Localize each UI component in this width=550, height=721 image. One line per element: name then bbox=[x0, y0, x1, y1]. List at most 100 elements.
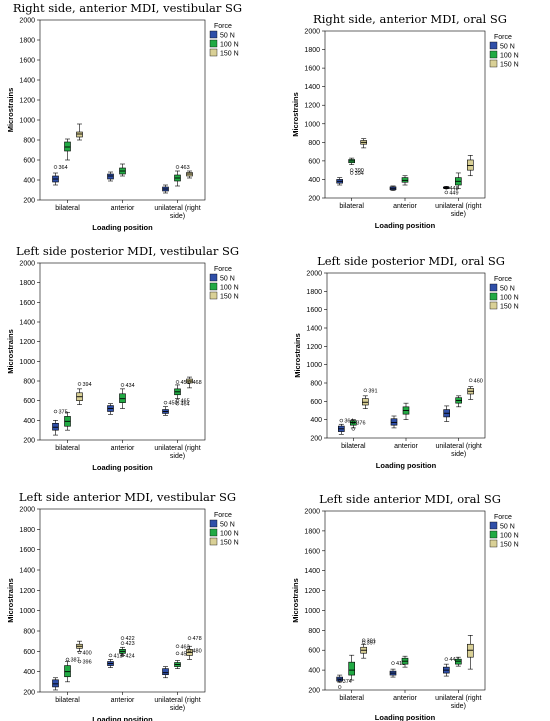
x-axis-label: Loading position bbox=[92, 715, 153, 721]
outlier-point bbox=[175, 165, 180, 169]
y-tick-label: 400 bbox=[308, 177, 320, 184]
outlier-label: 424 bbox=[126, 653, 135, 659]
legend-title: Force bbox=[494, 276, 512, 283]
outlier-label: 376 bbox=[356, 420, 365, 426]
box-150n bbox=[467, 159, 474, 171]
legend-label: 150 N bbox=[220, 51, 239, 58]
outlier-label: 413 bbox=[396, 661, 405, 667]
y-tick-label: 1800 bbox=[306, 289, 322, 296]
outlier-label: 375 bbox=[59, 409, 68, 415]
outlier-point bbox=[53, 165, 58, 169]
legend-swatch bbox=[209, 282, 218, 291]
y-tick-label: 1400 bbox=[19, 568, 35, 575]
y-tick-label: 800 bbox=[308, 628, 320, 635]
y-tick-label: 200 bbox=[23, 438, 35, 445]
x-axis-label: Loading position bbox=[92, 223, 153, 232]
y-tick-label: 1000 bbox=[19, 359, 35, 366]
outlier-point bbox=[337, 679, 342, 683]
chart-panel-5: Left side anterior MDI, vestibular SG 200… bbox=[6, 490, 239, 721]
y-axis-label: Microstrains bbox=[6, 88, 15, 133]
y-tick-label: 1800 bbox=[19, 527, 35, 534]
y-tick-label: 1200 bbox=[19, 588, 35, 595]
y-tick-label: 1000 bbox=[19, 118, 35, 125]
box-100n bbox=[350, 420, 357, 426]
y-tick-label: 400 bbox=[23, 178, 35, 185]
x-tick-label: anterior bbox=[111, 205, 135, 212]
y-tick-label: 1400 bbox=[19, 320, 35, 327]
outlier-label: 397 bbox=[367, 640, 376, 646]
y-tick-label: 600 bbox=[310, 399, 322, 406]
outlier-point bbox=[187, 648, 192, 653]
x-tick-label: bilateral bbox=[55, 445, 80, 452]
outlier-point bbox=[108, 653, 113, 658]
box-150n bbox=[76, 131, 83, 138]
y-tick-label: 2000 bbox=[19, 507, 35, 514]
outlier-label: 451 bbox=[181, 380, 190, 386]
outlier-label: 448 bbox=[449, 186, 458, 192]
outlier-label: 463 bbox=[181, 165, 190, 171]
outlier-point bbox=[53, 409, 58, 414]
chart-title: Left side anterior MDI, vestibular SG bbox=[19, 490, 236, 504]
outlier-point bbox=[361, 640, 366, 645]
y-tick-label: 200 bbox=[308, 688, 320, 695]
outlier-point bbox=[444, 657, 449, 661]
outlier-label: 364 bbox=[344, 419, 353, 425]
y-tick-label: 1800 bbox=[19, 280, 35, 287]
x-tick-label: bilateral bbox=[55, 205, 80, 212]
legend-label: 100 N bbox=[500, 295, 519, 302]
box-50n bbox=[107, 173, 114, 180]
outlier-point bbox=[77, 659, 82, 664]
legend-label: 100 N bbox=[220, 531, 239, 538]
box-100n bbox=[64, 141, 71, 152]
outlier-label: 450 bbox=[169, 401, 178, 407]
y-tick-label: 2000 bbox=[19, 261, 35, 268]
y-tick-label: 600 bbox=[23, 398, 35, 405]
y-tick-label: 1400 bbox=[304, 568, 320, 575]
legend-swatch bbox=[489, 521, 498, 530]
outlier-label: 447 bbox=[449, 657, 458, 663]
y-tick-label: 1800 bbox=[304, 47, 320, 54]
outlier-label: 449 bbox=[449, 190, 458, 196]
outlier-label: 468 bbox=[193, 380, 202, 386]
legend-label: 150 N bbox=[220, 540, 239, 547]
outlier-label: 423 bbox=[126, 641, 135, 647]
outlier-label: 463 bbox=[181, 644, 190, 650]
chart-panel-3: Left side posterior MDI, vestibular SG 20… bbox=[6, 244, 239, 472]
outlier-point bbox=[175, 651, 180, 656]
y-tick-label: 1200 bbox=[304, 588, 320, 595]
legend-label: 150 N bbox=[500, 542, 519, 549]
legend-label: 100 N bbox=[500, 533, 519, 540]
outlier-label: 465 bbox=[181, 399, 190, 405]
outlier-point bbox=[351, 420, 356, 425]
outlier-label: 391 bbox=[368, 388, 377, 394]
legend-label: 100 N bbox=[220, 42, 239, 49]
chart-title: Right side, anterior MDI, oral SG bbox=[313, 12, 507, 26]
y-tick-label: 200 bbox=[23, 690, 35, 697]
legend-swatch bbox=[209, 273, 218, 282]
y-tick-label: 1000 bbox=[304, 121, 320, 128]
y-tick-label: 400 bbox=[23, 669, 35, 676]
legend-swatch bbox=[209, 528, 218, 537]
chart-title: Left side posterior MDI, oral SG bbox=[317, 254, 505, 268]
y-tick-label: 1600 bbox=[304, 66, 320, 73]
outlier-label: 396 bbox=[83, 660, 92, 666]
legend-label: 100 N bbox=[220, 285, 239, 292]
y-tick-label: 400 bbox=[310, 417, 322, 424]
outlier-point bbox=[175, 401, 180, 406]
legend-label: 50 N bbox=[220, 33, 235, 40]
y-tick-label: 1200 bbox=[304, 103, 320, 110]
legend-swatch bbox=[209, 291, 218, 300]
x-axis-label: Loading position bbox=[375, 713, 436, 721]
y-axis-label: Microstrains bbox=[291, 578, 300, 623]
legend-label: 150 N bbox=[500, 304, 519, 311]
x-axis-label: Loading position bbox=[376, 461, 437, 470]
chart-panel-1: Right side, anterior MDI, vestibular SG 2… bbox=[6, 1, 242, 232]
outlier-point bbox=[120, 383, 125, 387]
legend-swatch bbox=[209, 39, 218, 48]
y-tick-label: 1400 bbox=[306, 326, 322, 333]
chart-panel-6: Left side anterior MDI, oral SG 200 400 600… bbox=[291, 492, 519, 721]
y-tick-label: 1600 bbox=[19, 300, 35, 307]
legend-label: 150 N bbox=[220, 294, 239, 301]
legend-label: 50 N bbox=[500, 286, 515, 293]
x-tick-label: bilateral bbox=[341, 443, 366, 450]
